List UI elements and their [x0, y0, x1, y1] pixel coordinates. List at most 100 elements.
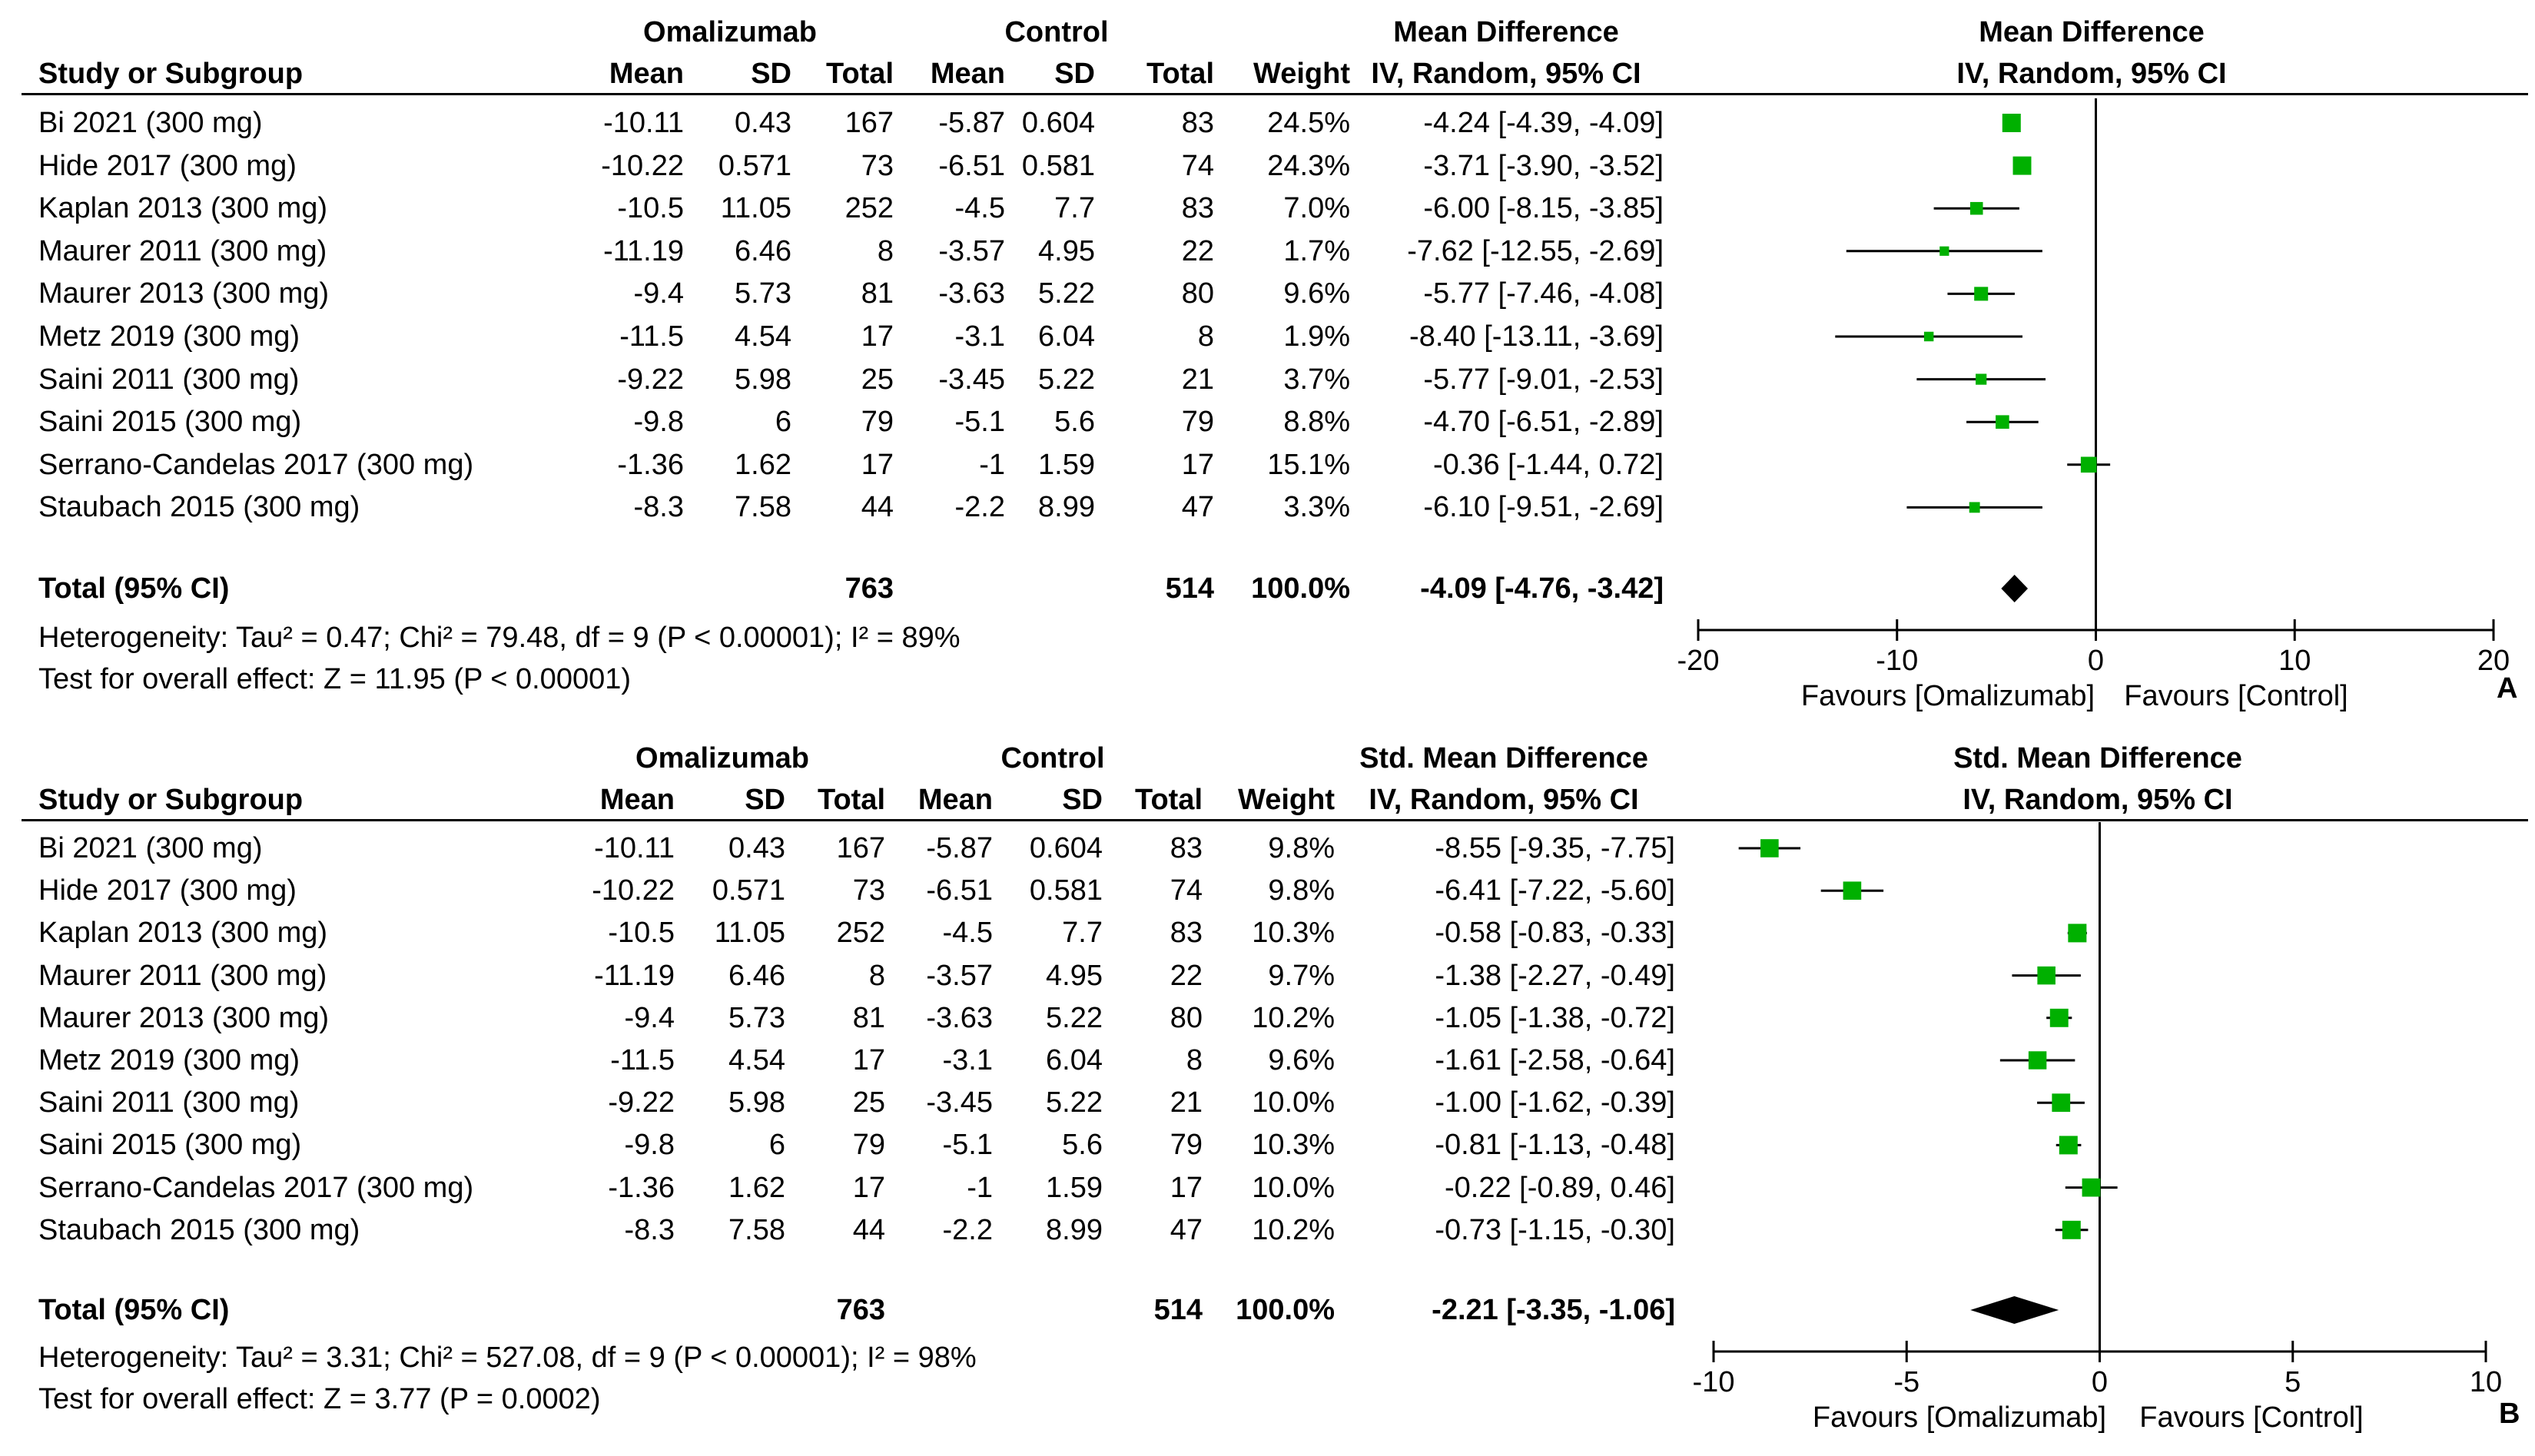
study-name: Metz 2019 (300 mg)	[38, 1044, 300, 1076]
control-mean: -5.1	[942, 1129, 993, 1162]
col-sd-control-header: SD	[1062, 784, 1103, 816]
omalizumab-sd: 6.46	[735, 234, 791, 267]
col-mean-omalizumab-header: Mean	[609, 58, 684, 90]
total-weight: 100.0%	[1251, 572, 1350, 605]
study-marker	[2052, 1093, 2071, 1113]
study-weight: 1.7%	[1283, 234, 1350, 267]
omalizumab-mean: -10.5	[608, 917, 675, 950]
study-marker	[2049, 1008, 2069, 1027]
control-sd: 5.22	[1046, 1001, 1103, 1034]
control-mean: -4.5	[954, 192, 1005, 225]
x-tick-label: -5	[1893, 1366, 1919, 1398]
study-name: Hide 2017 (300 mg)	[38, 874, 297, 907]
study-name: Hide 2017 (300 mg)	[38, 149, 297, 182]
study-marker	[2059, 1136, 2078, 1155]
omalizumab-mean: -8.3	[633, 491, 684, 524]
control-total: 80	[1170, 1001, 1203, 1034]
panel-label: A	[2497, 672, 2518, 705]
omalizumab-mean: -8.3	[624, 1213, 675, 1246]
control-sd: 0.604	[1021, 107, 1095, 139]
study-weight: 3.7%	[1283, 363, 1350, 396]
omalizumab-total: 17	[852, 1171, 885, 1204]
control-total: 8	[1186, 1044, 1203, 1076]
effect-ci: -6.10 [-9.51, -2.69]	[1423, 491, 1664, 524]
omalizumab-total: 73	[852, 874, 885, 907]
x-tick-label: 10	[2278, 645, 2311, 677]
control-sd: 5.6	[1054, 406, 1095, 439]
control-mean: -6.51	[926, 874, 993, 907]
study-marker	[1760, 839, 1779, 857]
study-marker	[1939, 246, 1949, 256]
omalizumab-sd: 4.54	[728, 1044, 785, 1076]
study-weight: 10.3%	[1252, 1129, 1335, 1162]
col-study-header: Study or Subgroup	[38, 784, 304, 816]
plot-method-header: IV, Random, 95% CI	[1963, 784, 2233, 816]
omalizumab-sd: 0.571	[712, 874, 785, 907]
control-sd: 5.22	[1038, 277, 1095, 310]
omalizumab-sd: 6	[768, 1129, 785, 1162]
study-weight: 10.0%	[1252, 1086, 1335, 1119]
plot-header: Mean Difference	[1979, 16, 2205, 48]
omalizumab-total: 167	[844, 107, 894, 139]
study-name: Staubach 2015 (300 mg)	[38, 1213, 360, 1246]
omalizumab-mean: -9.4	[624, 1001, 675, 1034]
omalizumab-total: 79	[861, 406, 894, 439]
effect-ci: -1.38 [-2.27, -0.49]	[1435, 959, 1675, 992]
effect-ci: -0.73 [-1.15, -0.30]	[1435, 1213, 1675, 1246]
omalizumab-total: 44	[852, 1213, 885, 1246]
omalizumab-mean: -1.36	[617, 448, 684, 481]
control-total: 22	[1170, 959, 1203, 992]
study-marker	[2062, 1220, 2081, 1239]
omalizumab-sd: 7.58	[728, 1213, 785, 1246]
pooled-effect-diamond	[1970, 1296, 2059, 1324]
control-sd: 0.604	[1029, 832, 1103, 864]
omalizumab-sd: 5.73	[735, 277, 791, 310]
control-sd: 5.22	[1038, 363, 1095, 396]
favours-left-label: Favours [Omalizumab]	[1812, 1401, 2107, 1434]
omalizumab-sd: 6.46	[728, 959, 785, 992]
col-total-omalizumab-header: Total	[826, 58, 894, 90]
omalizumab-sd: 5.98	[735, 363, 791, 396]
favours-right-label: Favours [Control]	[2124, 680, 2348, 712]
control-sd: 0.581	[1021, 149, 1095, 182]
effect-ci: -3.71 [-3.90, -3.52]	[1423, 149, 1664, 182]
total-omalizumab: 763	[836, 1294, 885, 1326]
study-name: Maurer 2013 (300 mg)	[38, 1001, 330, 1034]
study-marker	[2012, 156, 2032, 175]
control-sd: 6.04	[1038, 320, 1095, 353]
forest-plot-panel-b: Omalizumab Control Std. Mean Difference Std…	[0, 726, 2535, 1448]
header-rule	[22, 93, 2528, 95]
control-total: 83	[1170, 832, 1203, 864]
omalizumab-mean: -9.8	[633, 406, 684, 439]
omalizumab-mean: -9.22	[608, 1086, 675, 1119]
omalizumab-sd: 0.571	[718, 149, 791, 182]
control-mean: -3.1	[954, 320, 1005, 353]
omalizumab-sd: 1.62	[728, 1171, 785, 1204]
omalizumab-mean: -10.22	[592, 874, 675, 907]
control-mean: -2.2	[942, 1213, 993, 1246]
control-sd: 4.95	[1038, 234, 1095, 267]
col-study-header: Study or Subgroup	[38, 58, 304, 90]
control-mean: -5.87	[926, 832, 993, 864]
forest-plot-panel-a: Omalizumab Control Mean Difference Mean Dif…	[0, 0, 2535, 718]
panel-label: B	[2499, 1398, 2520, 1430]
control-total: 79	[1181, 406, 1214, 439]
forest-plot-svg: -20 -10 0 10 20	[1677, 98, 2510, 677]
control-mean: -3.57	[926, 959, 993, 992]
study-marker	[2037, 966, 2056, 985]
pooled-effect-diamond	[2001, 575, 2029, 602]
plot-method-header: IV, Random, 95% CI	[1956, 58, 2227, 90]
study-marker	[1923, 331, 1934, 342]
effect-ci: -4.70 [-6.51, -2.89]	[1423, 406, 1664, 439]
omalizumab-mean: -11.5	[619, 320, 684, 353]
total-label: Total (95% CI)	[38, 572, 230, 605]
control-sd: 5.6	[1062, 1129, 1103, 1162]
col-mean-control-header: Mean	[917, 784, 993, 816]
omalizumab-sd: 5.98	[728, 1086, 785, 1119]
col-sd-omalizumab-header: SD	[745, 784, 785, 816]
control-sd: 7.7	[1054, 192, 1095, 225]
effect-ci: -1.61 [-2.58, -0.64]	[1435, 1044, 1675, 1076]
omalizumab-mean: -9.8	[624, 1129, 675, 1162]
effect-ci: -1.05 [-1.38, -0.72]	[1435, 1001, 1675, 1034]
control-mean: -5.1	[954, 406, 1005, 439]
